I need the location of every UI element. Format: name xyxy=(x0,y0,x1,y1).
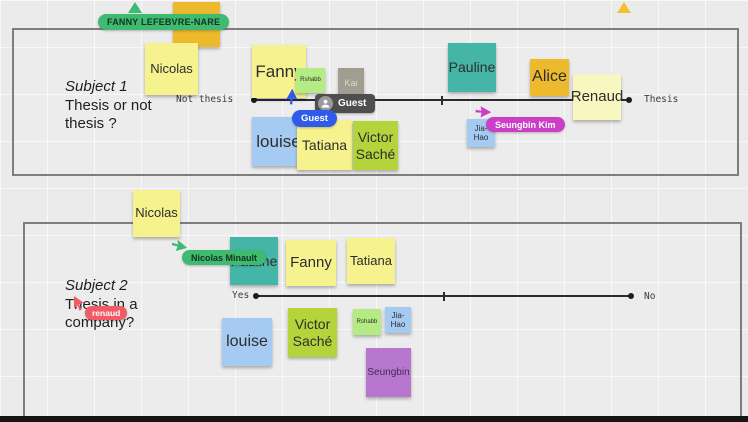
subject-1-title[interactable]: Subject 1 Thesis or not thesis ? xyxy=(65,78,152,134)
cursor-label-fanny: FANNY LEFEBVRE-NARE xyxy=(98,14,230,30)
sticky-note-louise-2[interactable]: louise xyxy=(222,318,272,366)
axis-1-midpoint-tick xyxy=(441,95,443,105)
sticky-note-nicolas-1[interactable]: Nicolas xyxy=(145,43,198,95)
sticky-note-tatiana-1[interactable]: Tatiana xyxy=(297,120,352,170)
axis-2-left-label[interactable]: Yes xyxy=(232,290,250,301)
sticky-note-kai-dragging[interactable]: Kai xyxy=(338,68,364,98)
sticky-note-victor-2[interactable]: Victor Saché xyxy=(288,308,337,357)
note-text: Seungbin xyxy=(367,366,410,378)
note-text: Tatiana xyxy=(301,136,348,153)
sticky-note-fanny-2[interactable]: Fanny xyxy=(286,240,336,286)
cursor-triangle-yellow-icon xyxy=(617,2,631,13)
sticky-note-nicolas-2[interactable]: Nicolas xyxy=(133,190,180,237)
guest-presence-tooltip: Guest xyxy=(315,94,376,113)
note-text: Renaud xyxy=(570,88,624,106)
cursor-label-nicolas: Nicolas Minault xyxy=(182,250,267,265)
axis-2-right-dot xyxy=(628,293,634,299)
sticky-note-rshabb-2[interactable]: Rshabb xyxy=(353,309,381,335)
note-text: louise xyxy=(256,131,301,151)
axis-1-left-label[interactable]: Not thesis xyxy=(176,94,234,105)
note-text: Fanny xyxy=(255,61,303,81)
note-text: Rshabb xyxy=(300,77,321,84)
cursor-triangle-fanny-icon xyxy=(128,2,142,13)
note-text: Pauline xyxy=(448,59,496,76)
subject-2-title-line1: Subject 2 xyxy=(65,277,128,294)
axis-2-line[interactable] xyxy=(253,291,634,301)
axis-1-left-dot xyxy=(251,97,257,103)
sticky-note-pauline-1[interactable]: Pauline xyxy=(448,43,496,92)
axis-2-midpoint-tick xyxy=(443,291,445,301)
sticky-note-renaud[interactable]: Renaud xyxy=(570,74,624,120)
subject-1-title-line2: Thesis or not xyxy=(65,96,152,114)
cursor-label-seungbin: Seungbin Kim xyxy=(486,117,565,132)
note-text: Jia-Hao xyxy=(473,123,489,142)
subject-1-title-line3: thesis ? xyxy=(65,115,117,132)
note-text: louise xyxy=(226,332,268,350)
note-text: Tatiana xyxy=(350,252,392,268)
axis-1-right-dot xyxy=(626,97,632,103)
sticky-note-rshabb-1[interactable]: Rshabb xyxy=(296,68,325,93)
guest-tooltip-label: Guest xyxy=(338,98,367,109)
sticky-note-alice[interactable]: Alice xyxy=(530,59,569,96)
person-icon xyxy=(321,99,330,108)
note-text: Jia-Hao xyxy=(390,310,406,329)
bottom-bar xyxy=(0,416,748,422)
note-text: Victor Saché xyxy=(355,129,396,162)
note-text: Nicolas xyxy=(135,205,178,221)
sticky-note-victor-1[interactable]: Victor Saché xyxy=(353,121,398,170)
axis-1-right-label[interactable]: Thesis xyxy=(644,94,679,105)
sticky-note-jiahao-2[interactable]: Jia-Hao xyxy=(385,307,411,333)
note-text: Alice xyxy=(532,68,567,86)
axis-1-line[interactable] xyxy=(251,95,632,105)
subject-1-title-line1: Subject 1 xyxy=(65,78,128,95)
axis-2-left-dot xyxy=(253,293,259,299)
guest-avatar xyxy=(318,96,333,111)
axis-2-right-label[interactable]: No xyxy=(644,291,656,302)
cursor-label-renaud: renaud xyxy=(85,306,128,320)
note-text: Kai xyxy=(344,77,358,88)
note-text: Nicolas xyxy=(150,60,193,76)
note-text: Victor Saché xyxy=(292,316,333,349)
sticky-note-louise-1[interactable]: louise xyxy=(252,117,305,166)
cursor-label-guest: Guest xyxy=(292,110,337,127)
note-text: Rshabb xyxy=(356,318,378,325)
sticky-note-seungbin[interactable]: Seungbin xyxy=(366,348,411,397)
note-text: Fanny xyxy=(290,254,332,272)
sticky-note-tatiana-2[interactable]: Tatiana xyxy=(347,238,395,284)
cursor-arrow-renaud-icon xyxy=(73,296,84,311)
